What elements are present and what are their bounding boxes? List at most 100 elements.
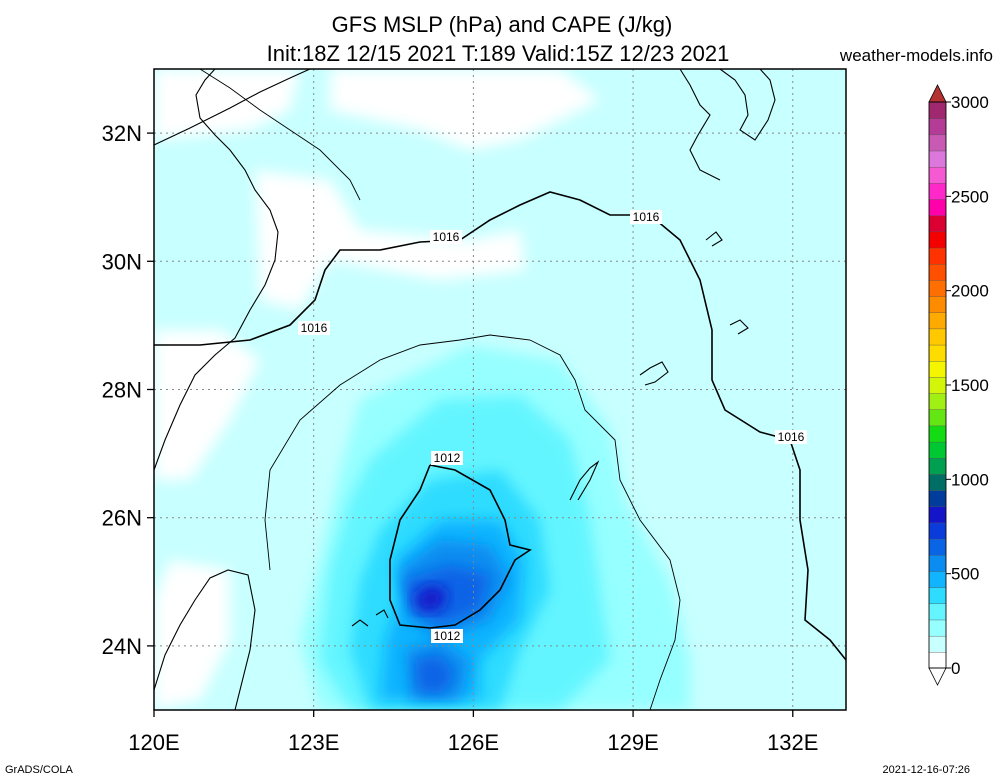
colorbar-bin-30 (928, 166, 947, 184)
cape-clear-sw (154, 560, 230, 710)
colorbar-bin-0 (928, 651, 947, 669)
isobar-2 (264, 334, 681, 710)
colorbar-tick-label-1500: 1500 (951, 376, 989, 395)
colorbar-bin-28 (928, 198, 947, 216)
colorbar-bin-31 (928, 150, 947, 168)
x-tick-label-123: 123E (288, 730, 339, 755)
y-tick-label-26: 26N (102, 506, 142, 531)
coastline-3 (639, 361, 669, 386)
cape-clear-nw (154, 69, 300, 140)
chart-subtitle: Init:18Z 12/15 2021 T:189 Valid:15Z 12/2… (267, 41, 730, 66)
isobar-3 (154, 69, 361, 201)
y-tick-label-24: 24N (102, 634, 142, 659)
coastline-4 (569, 460, 600, 501)
svg-text:1012: 1012 (434, 629, 461, 643)
colorbar-bin-15 (928, 409, 947, 427)
colorbar-bin-11 (928, 473, 947, 491)
colorbar-bin-24 (928, 263, 947, 281)
colorbar-top-arrow (928, 84, 947, 103)
colorbar-bin-9 (928, 506, 947, 524)
cape-clear-mid (255, 170, 525, 310)
colorbar-tick-label-1000: 1000 (951, 470, 989, 489)
map-panel (154, 69, 846, 710)
isobar-1 (389, 464, 532, 629)
colorbar-tick-label-500: 500 (951, 565, 979, 584)
contour-label-1016-b: 1016 (630, 210, 662, 224)
colorbar-bin-12 (928, 457, 947, 475)
site-label: weather-models.info (839, 46, 993, 65)
contour-label-1016-c: 1016 (298, 321, 330, 335)
colorbar-bin-27 (928, 214, 947, 233)
contour-label-1016-a: 1016 (430, 230, 462, 244)
colorbar-bin-34 (928, 101, 947, 119)
colorbar-bin-14 (928, 425, 947, 443)
svg-text:1016: 1016 (778, 430, 805, 444)
colorbar-bin-5 (928, 570, 947, 588)
coastline-7 (719, 69, 776, 141)
svg-text:1016: 1016 (301, 321, 328, 335)
contour-labels: 1016 1016 1016 1016 1012 1012 (298, 210, 807, 643)
contour-label-1012-b: 1012 (431, 629, 463, 643)
colorbar-bin-10 (928, 489, 947, 507)
colorbar: 0 500 1000 1500 2000 2500 3000 (928, 84, 989, 686)
colorbar-tick-label-3000: 3000 (951, 93, 989, 112)
colorbar-bin-13 (928, 441, 947, 459)
coastline-10 (375, 609, 389, 619)
coastline-0 (154, 69, 311, 146)
footer-left: GrADS/COLA (5, 764, 74, 776)
coastlines (154, 69, 776, 710)
x-axis: 120E 123E 126E 129E 132E (128, 710, 818, 755)
grid-lines (154, 69, 846, 710)
coastline-6 (729, 319, 749, 335)
colorbar-bin-2 (928, 619, 947, 637)
colorbar-bin-3 (928, 603, 947, 621)
colorbar-tick-label-2000: 2000 (951, 282, 989, 301)
y-tick-label-30: 30N (102, 249, 142, 274)
contour-label-1016-d: 1016 (775, 430, 807, 444)
svg-text:1016: 1016 (633, 210, 660, 224)
colorbar-bin-25 (928, 247, 947, 265)
svg-text:1016: 1016 (433, 230, 460, 244)
cape-clear-w (154, 330, 260, 480)
y-tick-label-32: 32N (102, 121, 142, 146)
colorbar-bin-22 (928, 295, 947, 313)
colorbar-bottom-arrow (928, 667, 947, 686)
coastline-2 (154, 569, 256, 710)
colorbar-bin-32 (928, 134, 947, 152)
colorbar-bin-7 (928, 538, 947, 556)
isobars (154, 69, 846, 710)
y-tick-label-28: 28N (102, 378, 142, 403)
colorbar-bin-18 (928, 360, 947, 378)
coastline-1 (154, 69, 279, 471)
cape-band-7b (415, 655, 455, 695)
coastline-8 (679, 69, 721, 181)
svg-text:1012: 1012 (434, 451, 461, 465)
contour-label-1012-a: 1012 (431, 451, 463, 465)
y-axis: 24N 26N 28N 30N 32N (102, 121, 154, 659)
chart-title: GFS MSLP (hPa) and CAPE (J/kg) (332, 12, 673, 37)
colorbar-bin-19 (928, 344, 947, 362)
cape-clear-n (330, 69, 600, 150)
colorbar-bin-26 (928, 231, 947, 249)
colorbar-bin-16 (928, 392, 947, 410)
colorbar-tick-label-0: 0 (951, 659, 960, 678)
x-tick-label-120: 120E (128, 730, 179, 755)
x-tick-label-126: 126E (448, 730, 499, 755)
colorbar-tick-label-2500: 2500 (951, 187, 989, 206)
colorbar-bin-33 (928, 117, 947, 136)
colorbar-bin-17 (928, 376, 947, 394)
cape-core (414, 585, 448, 612)
isobar-0 (154, 191, 846, 661)
colorbar-bin-23 (928, 279, 947, 297)
coastline-5 (705, 231, 723, 247)
x-tick-label-129: 129E (607, 730, 658, 755)
colorbar-bin-1 (928, 635, 947, 653)
footer-right: 2021-12-16-07:26 (883, 764, 970, 776)
colorbar-bin-20 (928, 328, 947, 346)
colorbar-bin-6 (928, 554, 947, 572)
colorbar-bin-21 (928, 312, 947, 330)
colorbar-bin-29 (928, 182, 947, 200)
coastline-9 (351, 619, 369, 627)
colorbar-bin-4 (928, 586, 947, 605)
